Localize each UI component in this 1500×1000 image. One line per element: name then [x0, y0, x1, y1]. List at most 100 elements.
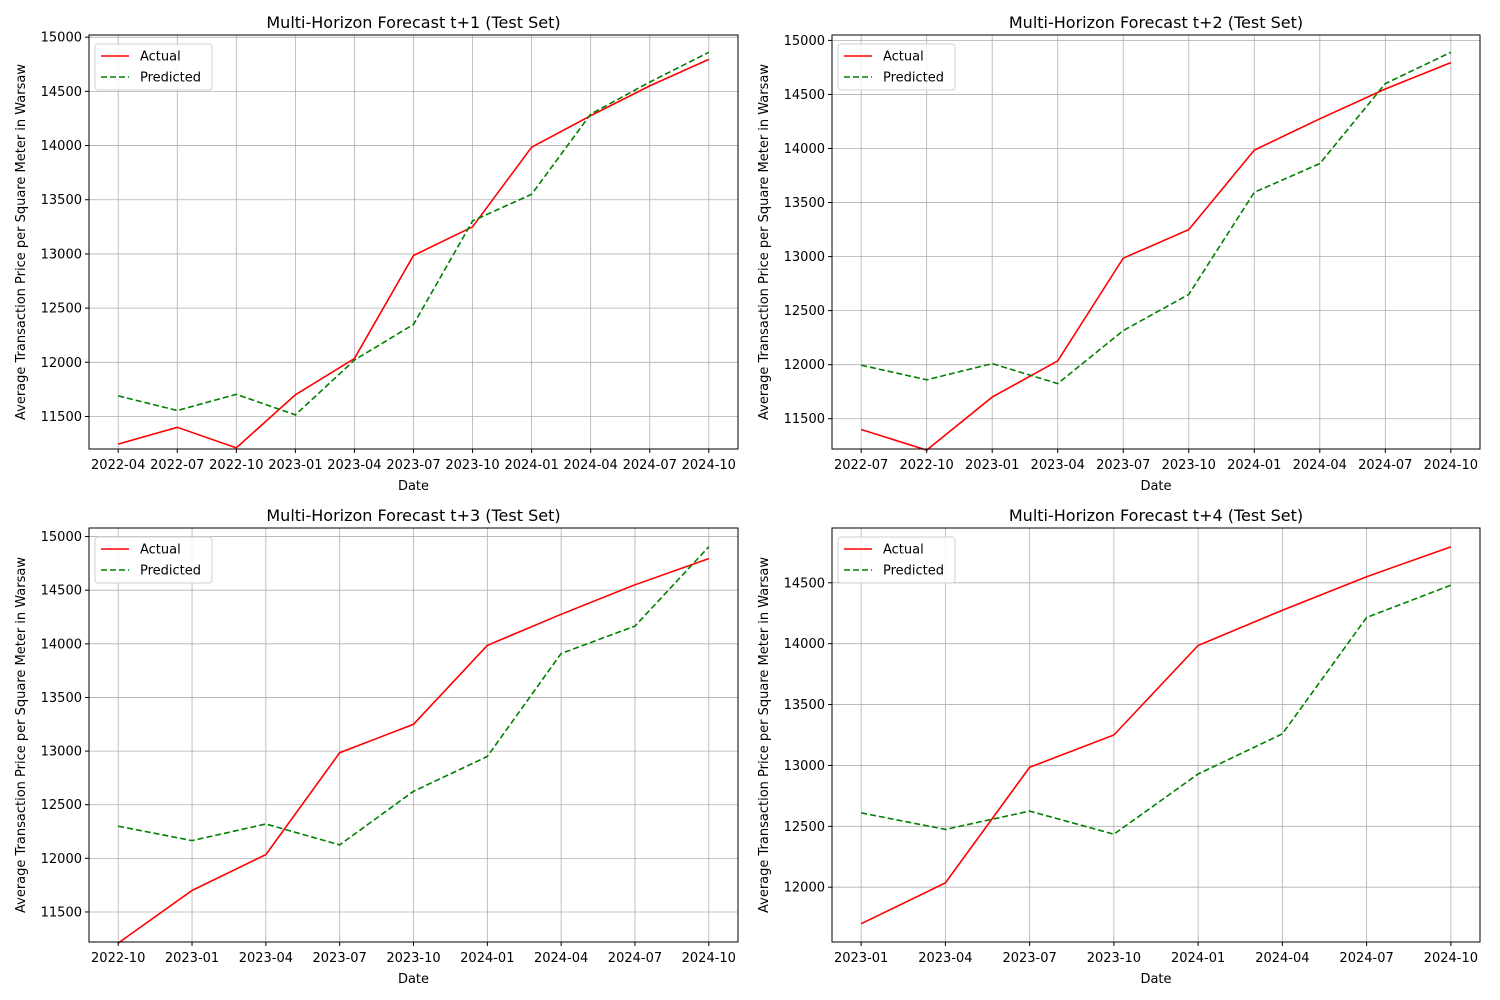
x-tick-label: 2024-01: [1171, 951, 1225, 966]
y-tick-label: 15000: [41, 31, 82, 46]
x-tick-label: 2023-07: [313, 951, 367, 966]
y-tick-label: 13500: [784, 698, 825, 713]
x-axis-label: Date: [398, 479, 429, 494]
chart-panel-2: 2022-07 2022-10 2023-01 2023-04 2023-07 2023-…: [757, 13, 1481, 494]
x-axis-label: Date: [398, 972, 429, 987]
x-tick-label: 2024-10: [1424, 458, 1478, 473]
x-tick-label: 2023-07: [386, 458, 440, 473]
y-axis-label: Average Transaction Price per Square Met…: [14, 557, 29, 913]
y-tick-label: 13000: [41, 247, 82, 262]
legend-label-actual: Actual: [140, 50, 181, 65]
y-tick-label: 13500: [784, 196, 825, 211]
y-tick-label: 14500: [784, 576, 825, 591]
series-line-predicted: [118, 51, 710, 416]
x-tick-label: 2024-01: [504, 458, 558, 473]
y-tick-label: 13500: [41, 691, 82, 706]
plot-area-frame: [831, 527, 1481, 943]
chart-title: Multi-Horizon Forecast t+2 (Test Set): [1009, 13, 1303, 32]
x-tick-label: 2023-01: [834, 951, 888, 966]
y-axis-label: Average Transaction Price per Square Met…: [757, 64, 772, 420]
plot-area-frame: [831, 34, 1481, 450]
legend-label-actual: Actual: [140, 543, 181, 558]
x-tick-label: 2023-01: [165, 951, 219, 966]
y-tick-label: 13500: [41, 193, 82, 208]
series-line-actual: [117, 557, 710, 944]
y-tick-label: 12500: [41, 798, 82, 813]
chart-panel-1: 2022-04 2022-07 2022-10 2023-01 2023-04 2023-…: [14, 13, 739, 494]
y-tick-label: 13000: [784, 250, 825, 265]
legend: Actual Predicted: [837, 43, 956, 91]
x-tick-label: 2024-04: [564, 458, 618, 473]
x-tick-label: 2023-07: [1002, 951, 1056, 966]
x-tick-label: 2024-10: [682, 951, 736, 966]
y-tick-label: 12500: [41, 302, 82, 317]
y-tick-label: 12500: [784, 820, 825, 835]
x-tick-label: 2022-07: [834, 458, 888, 473]
y-tick-label: 13000: [784, 759, 825, 774]
x-tick-label: 2023-10: [445, 458, 499, 473]
x-tick-label: 2023-04: [1031, 458, 1085, 473]
y-tick-label: 14500: [784, 88, 825, 103]
x-tick-label: 2023-10: [1162, 458, 1216, 473]
x-tick-label: 2023-04: [239, 951, 293, 966]
x-tick-label: 2024-04: [534, 951, 588, 966]
x-tick-label: 2024-10: [682, 458, 736, 473]
chart-title: Multi-Horizon Forecast t+4 (Test Set): [1009, 506, 1303, 525]
x-tick-label: 2023-01: [965, 458, 1019, 473]
x-tick-label: 2023-07: [1096, 458, 1150, 473]
y-tick-label: 12000: [41, 356, 82, 371]
legend-label-predicted: Predicted: [140, 564, 201, 579]
y-tick-label: 11500: [41, 410, 82, 425]
x-tick-label: 2023-04: [918, 951, 972, 966]
x-tick-label: 2024-10: [1424, 951, 1478, 966]
x-tick-label: 2023-10: [1087, 951, 1141, 966]
chart-title: Multi-Horizon Forecast t+3 (Test Set): [266, 506, 560, 525]
series-line-actual: [860, 61, 1452, 451]
x-tick-label: 2023-01: [268, 458, 322, 473]
y-tick-label: 14000: [784, 142, 825, 157]
series-line-actual: [117, 58, 710, 449]
legend: Actual Predicted: [94, 43, 213, 91]
y-tick-label: 11500: [784, 412, 825, 427]
x-tick-label: 2023-04: [327, 458, 381, 473]
x-tick-label: 2024-07: [623, 458, 677, 473]
legend-label-predicted: Predicted: [140, 71, 201, 86]
y-tick-label: 12000: [784, 358, 825, 373]
series-line-predicted: [861, 51, 1452, 385]
y-tick-label: 12500: [784, 304, 825, 319]
y-tick-label: 14000: [41, 139, 82, 154]
y-tick-label: 15000: [41, 530, 82, 545]
y-tick-label: 14500: [41, 584, 82, 599]
y-axis-label: Average Transaction Price per Square Met…: [757, 557, 772, 913]
x-tick-label: 2024-01: [1227, 458, 1281, 473]
x-tick-label: 2022-10: [209, 458, 263, 473]
y-tick-label: 14500: [41, 85, 82, 100]
legend: Actual Predicted: [837, 536, 956, 584]
x-axis-label: Date: [1140, 972, 1171, 987]
y-axis-label: Average Transaction Price per Square Met…: [14, 64, 29, 420]
x-tick-label: 2024-01: [460, 951, 514, 966]
chart-title: Multi-Horizon Forecast t+1 (Test Set): [266, 13, 560, 32]
series-line-actual: [860, 546, 1452, 925]
x-tick-label: 2022-04: [91, 458, 145, 473]
y-tick-label: 15000: [784, 34, 825, 49]
x-tick-label: 2022-07: [150, 458, 204, 473]
x-tick-label: 2024-04: [1255, 951, 1309, 966]
x-tick-label: 2024-07: [608, 951, 662, 966]
x-tick-label: 2022-10: [900, 458, 954, 473]
x-axis-label: Date: [1140, 479, 1171, 494]
y-tick-label: 12000: [784, 881, 825, 896]
x-tick-label: 2022-10: [91, 951, 145, 966]
series-line-predicted: [861, 584, 1452, 836]
chart-panel-4: 2023-01 2023-04 2023-07 2023-10 2024-01 2024-…: [757, 506, 1481, 987]
legend-label-predicted: Predicted: [883, 71, 944, 86]
x-tick-label: 2024-07: [1358, 458, 1412, 473]
legend-label-actual: Actual: [883, 50, 924, 65]
y-tick-label: 14000: [41, 637, 82, 652]
legend-label-actual: Actual: [883, 543, 924, 558]
y-tick-label: 14000: [784, 637, 825, 652]
legend-label-predicted: Predicted: [883, 564, 944, 579]
legend: Actual Predicted: [94, 536, 213, 584]
x-tick-label: 2024-07: [1339, 951, 1393, 966]
